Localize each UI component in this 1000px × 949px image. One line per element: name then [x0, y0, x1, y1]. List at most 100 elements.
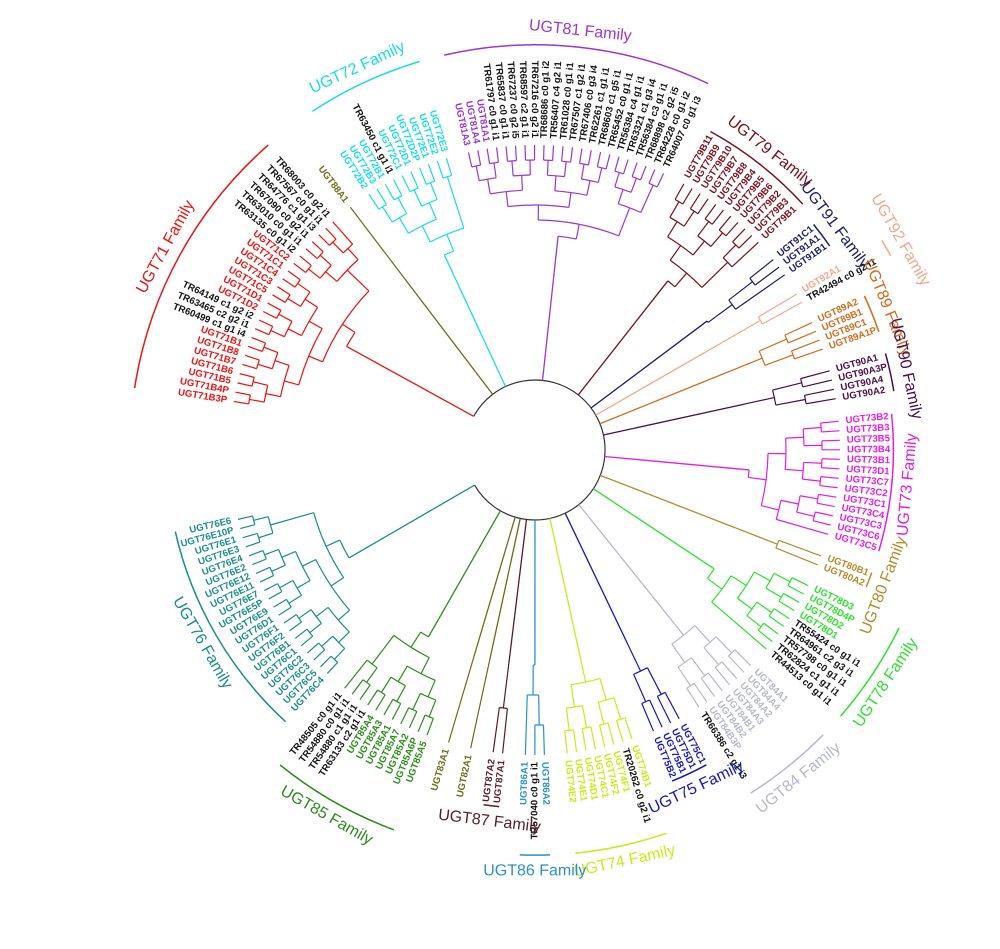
tree-edge [426, 718, 434, 736]
tree-edge [427, 164, 436, 182]
tree-edge [581, 728, 587, 751]
tree-edge [754, 266, 780, 286]
tree-edge [575, 224, 580, 240]
tree-edge [272, 294, 286, 303]
tree-arc [674, 198, 684, 205]
tree-edge [309, 622, 322, 634]
family-stem [346, 345, 474, 417]
tree-edge [664, 692, 680, 720]
tree-arc [561, 160, 571, 163]
tree-edge [599, 678, 607, 701]
tree-edge [815, 511, 833, 517]
tree-edge [794, 348, 824, 360]
family-bracket [444, 44, 709, 85]
tree-arc [277, 583, 283, 592]
family-bracket [575, 832, 667, 854]
tree-edge [383, 699, 394, 716]
tree-edge [237, 515, 253, 520]
family-stem [595, 342, 722, 416]
tree-edge [263, 346, 279, 354]
tree-leaves: UGT71B3PUGT71B4PUGT71B5UGT71B6UGT71B7UGT… [171, 60, 891, 839]
tree-arc [579, 162, 589, 166]
tree-edge [758, 293, 798, 318]
leaf-label: UGT73B1 [847, 454, 891, 466]
tree-edge [754, 571, 771, 582]
tree-edge [746, 615, 762, 628]
tree-edge [347, 248, 359, 260]
tree-edge [775, 398, 806, 406]
tree-edge [783, 592, 800, 603]
tree-edge [721, 319, 761, 344]
tree-edge [249, 398, 265, 403]
tree-edge [731, 241, 759, 268]
tree-edge [784, 322, 813, 336]
tree-edge [803, 426, 822, 430]
family-stem [577, 280, 669, 396]
tree-edge [568, 192, 572, 208]
tree-edge [505, 191, 509, 207]
tree-edge [821, 430, 840, 433]
tree-edge [446, 234, 455, 252]
family-bracket [813, 224, 831, 247]
tree-edge [393, 179, 403, 196]
family-stem [443, 254, 507, 387]
family-label: UGT87 Family [437, 807, 541, 836]
tree-edge [297, 282, 311, 293]
tree-arc [420, 631, 429, 638]
tree-edge [707, 304, 733, 323]
tree-edge [570, 684, 576, 708]
tree-arc [614, 170, 624, 175]
tree-edge [237, 382, 253, 387]
family-bracket [710, 130, 804, 205]
tree-edge [714, 667, 731, 686]
tree-arc [614, 186, 632, 193]
tree-edge [366, 667, 378, 683]
tree-edge [244, 354, 260, 361]
tree-arc [424, 714, 434, 719]
tree-edge [281, 550, 296, 558]
tree-arc [263, 385, 269, 403]
tree-edge [242, 532, 258, 539]
tree-edge [492, 707, 500, 753]
tree-edge [296, 579, 311, 589]
tree-arc [279, 365, 290, 397]
tree-arc [564, 729, 574, 732]
tree-edge [247, 345, 263, 353]
tree-edge [796, 511, 815, 517]
tree-edge [732, 228, 746, 243]
tree-edge [325, 227, 337, 240]
tree-edge [586, 180, 591, 196]
tree-edge [287, 328, 302, 337]
tree-edge [802, 478, 821, 482]
tree-edge [514, 145, 518, 161]
tree-arc [377, 689, 386, 696]
tree-arc [749, 277, 756, 286]
tree-edge [396, 685, 406, 702]
tree-arc [732, 241, 740, 249]
tree-edge [242, 363, 257, 370]
tree-edge [597, 167, 603, 183]
family-bracket [865, 572, 873, 588]
leaf-label: UGT86A2 [539, 762, 551, 806]
tree-edge [235, 391, 251, 396]
tree-arc [284, 294, 291, 303]
tree-edge [445, 157, 453, 176]
tree-edge [420, 657, 430, 674]
tree-edge [821, 467, 840, 470]
tree-edge [359, 684, 371, 701]
tree-edge [410, 631, 422, 648]
tree-edge [578, 148, 583, 164]
tree-arc [800, 378, 804, 388]
tree-edge [427, 680, 436, 698]
family-stem [541, 236, 559, 381]
tree-edge [248, 550, 264, 557]
tree-edge [813, 520, 831, 526]
tree-edge [693, 683, 708, 703]
family-label: UGT73 Family [894, 433, 921, 537]
tree-edge [737, 597, 753, 610]
tree-edge [397, 197, 408, 214]
tree-arc [305, 265, 312, 273]
family-bracket [878, 414, 895, 552]
tree-edge [417, 714, 426, 732]
tree-edge [375, 694, 386, 711]
